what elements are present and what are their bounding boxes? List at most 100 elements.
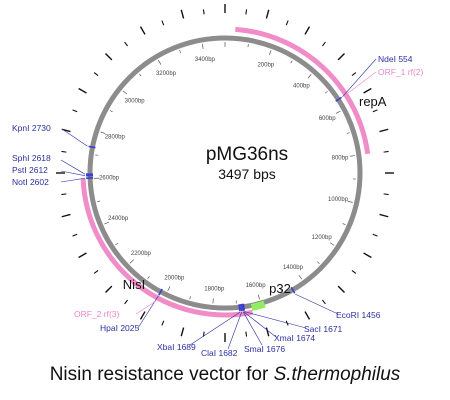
bp-tick-label: 1000bp: [328, 197, 349, 203]
outer-tick: [180, 9, 185, 19]
outer-tick: [105, 53, 113, 61]
restriction-site-label: PstI 2612: [12, 165, 48, 175]
restriction-site-markers: [85, 96, 343, 312]
feature-label-p32: p32: [269, 281, 291, 296]
outer-tick: [245, 9, 248, 15]
feature-arc-repa: [235, 26, 371, 155]
bp-tick-label: 600bp: [319, 116, 336, 122]
restriction-site-label: NotI 2602: [12, 177, 49, 187]
orf-leader-line: [135, 301, 156, 315]
orf-labels: ORF_1 rf(2) ORF_2 rf(3): [74, 67, 424, 319]
bp-tick-label: 3200bp: [156, 71, 177, 77]
inner-tick: [290, 60, 293, 64]
plasmid-name: pMG36ns: [206, 144, 288, 165]
caption-organism: S.thermophilus: [273, 364, 401, 385]
inner-tick: [346, 132, 350, 134]
inner-tick: [349, 155, 355, 157]
outer-tick: [379, 128, 389, 133]
bp-tick-label: 1600bp: [246, 283, 267, 289]
outer-tick: [61, 213, 71, 218]
outer-tick: [61, 193, 67, 196]
inner-tick: [201, 43, 204, 49]
feature-labels: repA NisI p32: [123, 94, 387, 296]
restriction-site-label: EcoRI 1456: [336, 310, 381, 320]
restriction-site-label: ClaI 1682: [201, 348, 238, 358]
restriction-site-label: SmaI 1676: [244, 344, 285, 354]
leader-line: [60, 177, 86, 183]
outer-tick: [105, 285, 113, 293]
feature-label-repa: repA: [359, 94, 387, 109]
bp-tick-label: 2600bp: [99, 176, 120, 182]
restriction-site-label: XmaI 1674: [274, 333, 315, 343]
inner-tick: [109, 110, 113, 113]
outer-tick: [161, 20, 165, 26]
leader-line: [227, 311, 242, 350]
restriction-site-label: XbaI 1689: [157, 342, 196, 352]
outer-tick: [245, 331, 248, 337]
leader-line: [243, 311, 277, 338]
restriction-site-marker: [290, 286, 296, 294]
bp-tick-label: 1200bp: [312, 235, 333, 241]
outer-tick: [139, 311, 146, 320]
outer-tick: [383, 150, 389, 153]
leader-line: [60, 170, 86, 176]
outer-tick: [93, 72, 99, 77]
plasmid-map: 200bp 400bp 600bp 800bp 1000bp 1200bp 1400bp 16…: [12, 4, 424, 358]
leader-line: [60, 159, 86, 175]
restriction-site-marker: [88, 145, 96, 149]
restriction-site-marker: [239, 303, 243, 312]
restriction-site-marker: [158, 288, 163, 296]
inner-tick: [324, 91, 328, 94]
outer-tick: [78, 87, 87, 94]
outer-tick: [363, 252, 372, 259]
outer-tick: [78, 252, 87, 259]
outer-tick: [161, 320, 165, 326]
inner-tick: [104, 221, 110, 225]
bp-tick-label: 800bp: [332, 156, 349, 162]
outer-tick: [124, 41, 129, 47]
inner-tick: [147, 276, 150, 279]
bp-tick-label: 2800bp: [105, 135, 126, 141]
bp-tick-label: 3400bp: [195, 57, 216, 63]
feature-arcs: [80, 26, 371, 318]
orf-label: ORF_1 rf(2): [378, 67, 424, 77]
outer-tick: [372, 233, 378, 237]
restriction-site-marker: [335, 96, 343, 102]
outer-tick: [379, 213, 389, 218]
bp-tick-label: 200bp: [257, 62, 274, 68]
outer-tick: [93, 269, 99, 274]
feature-arc-nisi: [80, 178, 253, 318]
inner-tick: [342, 223, 346, 226]
inner-tick: [167, 286, 171, 292]
inner-tick: [335, 110, 341, 114]
inner-tick: [307, 74, 312, 79]
inner-tick: [268, 50, 272, 56]
restriction-site-label: SphI 2618: [12, 153, 51, 163]
inner-tick: [179, 49, 181, 54]
plasmid-size: 3497 bps: [218, 166, 276, 182]
inner-tick: [139, 73, 142, 77]
inner-tick: [347, 200, 353, 203]
figure-caption: Nisin resistance vector for S.thermophil…: [0, 364, 450, 386]
inner-tick-ring: [94, 42, 356, 304]
inner-tick: [122, 90, 128, 95]
bp-tick-label: 2000bp: [164, 275, 185, 281]
plasmid-backbone: [87, 35, 363, 311]
outer-tick: [383, 193, 389, 196]
restriction-site-label: KpnI 2730: [12, 123, 51, 133]
bp-tick-label: 3000bp: [125, 98, 146, 104]
orf-label: ORF_2 rf(3): [74, 309, 120, 319]
outer-tick: [202, 9, 205, 15]
leader-line: [295, 293, 339, 315]
feature-arc-p32: [250, 300, 266, 311]
outer-tick: [265, 9, 270, 19]
inner-tick: [158, 60, 162, 65]
outer-tick: [304, 311, 311, 320]
bp-tick-label: 1800bp: [204, 287, 225, 293]
orf-leader-line: [347, 71, 377, 94]
outer-tick: [372, 109, 378, 113]
inner-tick: [257, 294, 260, 300]
outer-tick: [337, 285, 345, 293]
inner-tick: [247, 44, 249, 48]
